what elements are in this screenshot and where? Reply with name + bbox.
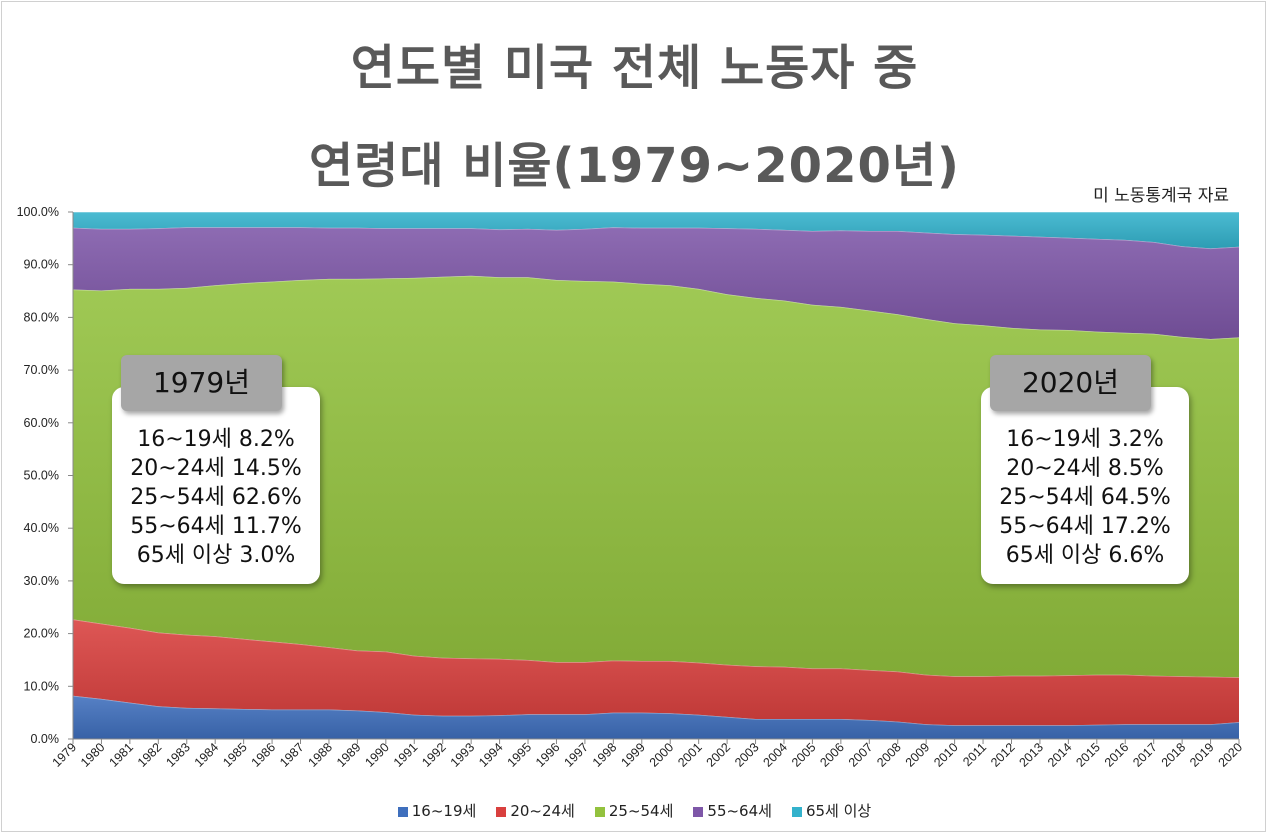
x-tick-label: 1998 [590,740,620,770]
y-tick-label: 80.0% [24,310,59,324]
x-tick-label: 1990 [362,740,392,770]
x-tick-label: 1980 [78,740,108,770]
x-tick-label: 1981 [106,740,136,770]
callout-1979: 16~19세 8.2% 20~24세 14.5% 25~54세 62.6% 55… [112,387,320,584]
callout-1979-line: 25~54세 62.6% [130,485,302,510]
x-tick-label: 2015 [1073,740,1103,770]
y-tick-label: 90.0% [24,258,59,272]
legend-item: 20~24세 [496,800,575,821]
y-tick-label: 100.0% [17,205,59,219]
y-tick-label: 0.0% [31,732,60,746]
x-tick-label: 1993 [448,740,478,770]
legend-swatch [791,807,802,817]
x-tick-label: 2002 [704,740,734,770]
x-tick-label: 2003 [732,740,762,770]
x-tick-label: 1987 [277,740,307,770]
x-tick-label: 1986 [249,740,279,770]
callout-2020: 16~19세 3.2% 20~24세 8.5% 25~54세 64.5% 55~… [981,387,1189,584]
callout-2020-tag: 2020년 [990,355,1151,411]
area-series-shade [73,619,1239,726]
x-tick-label: 2001 [675,740,705,770]
legend-label: 55~64세 [707,802,772,820]
callout-1979-tag: 1979년 [121,355,282,411]
x-tick-label: 2016 [1102,740,1132,770]
x-tick-label: 1983 [163,740,193,770]
x-tick-label: 2009 [903,740,933,770]
legend-label: 25~54세 [608,802,674,820]
area-series-shade [73,695,1239,739]
x-tick-label: 1988 [306,740,336,770]
x-tick-label: 2014 [1045,740,1075,770]
x-tick-label: 1985 [220,740,250,770]
x-tick-label: 1994 [476,740,506,770]
chart-legend: 16~19세 20~24세 25~54세 55~64세 65세 이상 [0,800,1269,821]
x-tick-label: 2006 [817,740,847,770]
callout-2020-line: 16~19세 3.2% [1006,427,1164,452]
x-tick-label: 1984 [192,740,222,770]
x-tick-label: 2020 [1216,740,1246,770]
x-tick-label: 2005 [789,740,819,770]
x-tick-label: 1997 [561,740,591,770]
legend-swatch [397,807,408,817]
callout-1979-line: 55~64세 11.7% [130,514,302,539]
x-tick-label: 2000 [647,740,677,770]
chart-title-line1: 연도별 미국 전체 노동자 중 [350,40,919,96]
legend-item: 65세 이상 [791,800,872,821]
legend-label: 20~24세 [510,802,575,820]
x-tick-label: 2011 [960,740,989,769]
legend-item: 16~19세 [397,800,477,821]
area-series-shade [73,212,1239,249]
x-tick-label: 1995 [505,740,535,770]
x-tick-label: 1996 [533,740,563,770]
x-tick-label: 2013 [1016,740,1046,770]
callout-2020-line: 25~54세 64.5% [999,485,1171,510]
callout-1979-line: 16~19세 8.2% [137,427,295,452]
x-tick-label: 2019 [1187,740,1217,770]
x-tick-label: 2017 [1130,740,1160,770]
y-tick-label: 10.0% [24,679,59,693]
legend-swatch [594,807,605,817]
x-tick-label: 1989 [334,740,364,770]
legend-label: 16~19세 [411,802,477,820]
x-tick-label: 2018 [1159,740,1189,770]
chart-title-line2: 연령대 비율(1979~2020년) [309,138,960,194]
y-tick-label: 40.0% [24,521,59,535]
callout-1979-line: 20~24세 14.5% [130,456,302,481]
area-series-shade [73,227,1239,339]
callout-1979-line: 65세 이상 3.0% [136,543,296,568]
x-tick-label: 1982 [135,740,165,770]
x-tick-label: 2010 [931,740,961,770]
legend-item: 55~64세 [693,800,772,821]
source-note: 미 노동통계국 자료 [1093,186,1229,206]
y-tick-label: 50.0% [24,469,59,483]
x-tick-label: 1991 [391,740,421,770]
x-tick-label: 2008 [874,740,904,770]
y-tick-label: 20.0% [24,627,59,641]
area-series-shade [73,275,1239,678]
y-tick-label: 60.0% [24,416,59,430]
y-tick-label: 70.0% [24,363,59,377]
y-tick-label: 30.0% [24,574,59,588]
x-tick-label: 2012 [988,740,1018,770]
callout-2020-line: 20~24세 8.5% [1006,456,1164,481]
legend-swatch [496,807,507,817]
x-tick-label: 2004 [761,740,791,770]
x-tick-label: 2007 [846,740,876,770]
callout-2020-line: 55~64세 17.2% [999,514,1171,539]
legend-swatch [693,807,704,817]
x-tick-label: 1992 [419,740,449,770]
callout-2020-line: 65세 이상 6.6% [1005,543,1165,568]
legend-label: 65세 이상 [805,802,872,820]
x-tick-label: 1999 [618,740,648,770]
legend-item: 25~54세 [594,800,674,821]
